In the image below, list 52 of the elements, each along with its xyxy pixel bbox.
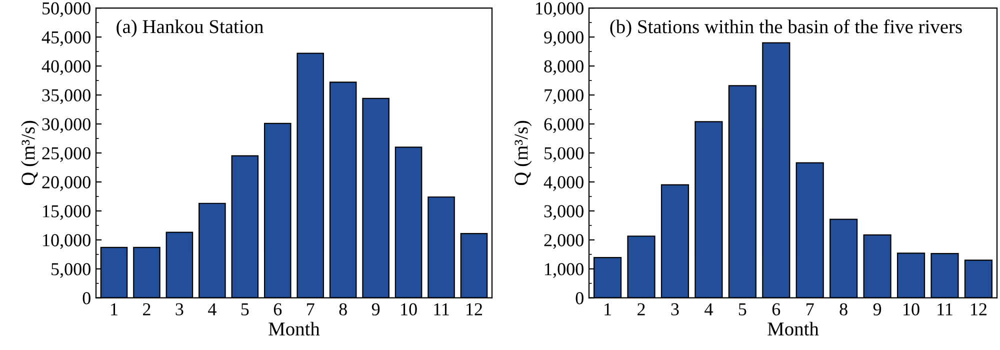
x-tick-label: 3 bbox=[671, 303, 679, 316]
x-tick-label: 5 bbox=[738, 303, 746, 316]
x-tick-label: 2 bbox=[638, 303, 645, 316]
x-tick-label: 9 bbox=[873, 303, 882, 316]
y-tick-label: 5,000 bbox=[544, 147, 584, 162]
x-tick-label: 9 bbox=[372, 303, 380, 316]
y-tick-label: 20,000 bbox=[42, 176, 90, 191]
x-tick-label: 8 bbox=[339, 303, 347, 316]
y-axis-title: Q (m³/s) bbox=[514, 120, 532, 186]
x-tick-label: 8 bbox=[840, 303, 848, 316]
x-tick-label: 2 bbox=[143, 303, 150, 316]
x-tick-label: 11 bbox=[434, 303, 449, 316]
x-tick-label: 10 bbox=[904, 303, 920, 316]
y-tick-label: 8,000 bbox=[544, 60, 584, 76]
y-tick-label: 10,000 bbox=[536, 2, 584, 18]
y-tick-label: 10,000 bbox=[43, 234, 90, 249]
x-tick-label: 7 bbox=[307, 303, 314, 316]
y-tick-label: 7,000 bbox=[544, 89, 584, 104]
y-tick-label: 6,000 bbox=[544, 118, 584, 134]
y-tick-label: 50,000 bbox=[42, 2, 90, 18]
x-tick-label: 7 bbox=[806, 303, 814, 316]
x-tick-label: 6 bbox=[772, 303, 780, 316]
y-tick-label: 1,000 bbox=[545, 263, 584, 278]
x-tick-label: 4 bbox=[704, 303, 713, 316]
y-tick-label: 40,000 bbox=[42, 60, 90, 76]
x-tick-label: 11 bbox=[938, 303, 952, 316]
y-tick-label: 2,000 bbox=[544, 234, 584, 249]
annotation: (a) Hankou Station bbox=[116, 20, 264, 38]
x-tick-label: 5 bbox=[241, 303, 249, 316]
y-tick-label: 4,000 bbox=[544, 176, 584, 191]
x-tick-label: 3 bbox=[176, 303, 184, 316]
y-tick-label: 25,000 bbox=[42, 147, 90, 162]
x-tick-label: 12 bbox=[971, 303, 986, 316]
x-tick-label: 4 bbox=[208, 303, 216, 316]
y-tick-label: 15,000 bbox=[43, 205, 90, 220]
x-tick-label: 1 bbox=[111, 303, 118, 316]
annotation: (b) Stations within the basin of the five rivers bbox=[610, 19, 962, 38]
y-tick-label: 3,000 bbox=[544, 205, 584, 220]
y-tick-label: 0 bbox=[82, 292, 90, 304]
y-tick-label: 35,000 bbox=[42, 89, 90, 104]
x-tick-label: 12 bbox=[466, 303, 482, 316]
x-tick-label: 6 bbox=[274, 303, 282, 316]
x-tick-label: 1 bbox=[604, 303, 611, 316]
x-tick-label: 10 bbox=[401, 303, 417, 316]
y-tick-label: 45,000 bbox=[42, 31, 90, 46]
y-tick-label: 9,000 bbox=[544, 31, 584, 46]
x-axis-title: Month bbox=[268, 322, 320, 336]
y-tick-label: 5,000 bbox=[52, 263, 90, 278]
y-tick-label: 0 bbox=[576, 292, 584, 304]
y-axis-title: Q (m³/s) bbox=[21, 120, 39, 186]
x-axis-title: Month bbox=[768, 322, 819, 336]
y-tick-label: 30,000 bbox=[42, 118, 90, 134]
